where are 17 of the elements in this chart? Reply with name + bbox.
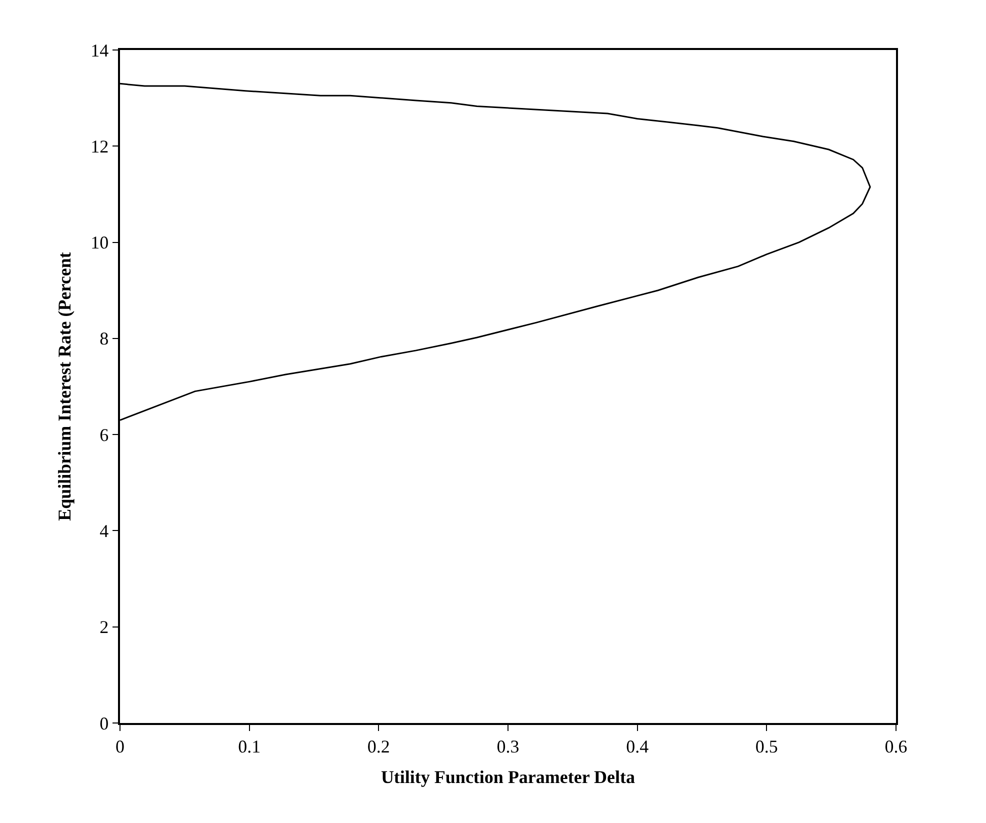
x-tick-label: 0.6 [884, 736, 908, 756]
x-tick-label: 0.5 [755, 736, 778, 756]
y-tick-label: 10 [90, 232, 109, 253]
y-tick-label: 8 [100, 328, 109, 349]
y-tick-label: 0 [100, 713, 109, 734]
y-tick-label: 2 [100, 617, 109, 638]
y-tick-label: 14 [90, 40, 109, 60]
y-tick-label: 6 [100, 424, 109, 445]
x-axis-title: Utility Function Parameter Delta [380, 766, 636, 787]
x-tick-label: 0.3 [496, 736, 520, 756]
x-tick-label: 0.4 [626, 736, 649, 756]
x-tick-label: 0.2 [367, 736, 390, 756]
y-axis-title: Equilibrium Interest Rate (Percent [54, 252, 74, 521]
x-tick-label: 0 [116, 736, 124, 756]
y-tick-label: 12 [90, 136, 109, 156]
x-tick-label: 0.1 [238, 736, 261, 756]
y-tick-label: 4 [100, 521, 109, 542]
